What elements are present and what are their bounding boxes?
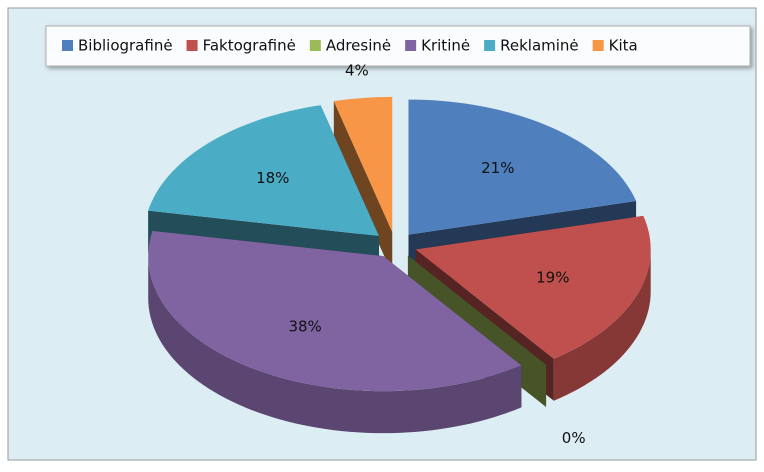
data-label: 21%	[481, 159, 514, 177]
legend-box	[45, 25, 751, 67]
pie: 21% 19% 0% 38% 18% 4%	[148, 62, 651, 447]
slice	[408, 99, 637, 235]
slice-wall	[553, 249, 651, 401]
legend-swatch	[484, 40, 496, 51]
slice-side	[333, 101, 393, 274]
legend-swatch	[62, 40, 73, 51]
data-label: 18%	[256, 169, 289, 187]
legend-label: Kita	[609, 37, 638, 55]
legend-swatch	[186, 40, 198, 51]
slice-wall	[148, 256, 522, 434]
legend-swatch	[405, 40, 417, 51]
slice	[415, 215, 651, 359]
legend-label: Faktografinė	[203, 37, 296, 55]
legend-label: Reklaminė	[500, 37, 579, 55]
legend-swatch	[592, 40, 604, 51]
data-label: 0%	[562, 429, 586, 447]
slice	[333, 96, 393, 232]
slice	[148, 230, 522, 392]
data-label: 38%	[288, 317, 321, 335]
legend: Bibliografinė Faktografinė Adresinė Kritinė…	[62, 37, 638, 55]
data-label: 4%	[345, 62, 369, 80]
legend-label: Adresinė	[326, 37, 391, 55]
data-label: 19%	[536, 268, 569, 286]
slice	[148, 105, 379, 236]
legend-label: Kritinė	[421, 37, 470, 55]
legend-label: Bibliografinė	[78, 37, 173, 55]
legend-swatch	[309, 40, 321, 51]
